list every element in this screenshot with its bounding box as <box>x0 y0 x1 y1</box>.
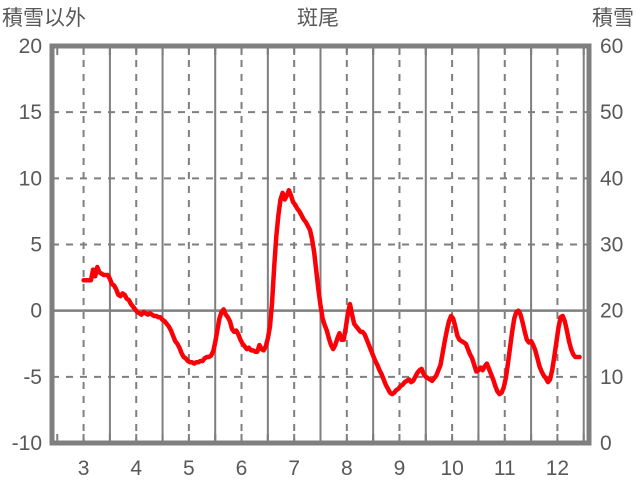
horizontal-gridlines <box>52 111 589 378</box>
x-axis-tick-label: 7 <box>288 457 300 480</box>
y-axis-tick-label: -10 <box>12 432 42 455</box>
x-axis-tick-labels: 3 4 5 6 7 8 9 10 11 12 <box>78 457 569 480</box>
y-axis-tick-label: 10 <box>19 167 42 190</box>
right-axis-tick-labels: 0 10 20 30 40 50 60 <box>600 35 623 455</box>
y2-axis-tick-label: 20 <box>600 300 623 323</box>
x-axis-tick-label: 11 <box>494 457 516 480</box>
y-axis-tick-label: 5 <box>30 234 42 257</box>
x-axis-tick-label: 9 <box>394 457 406 480</box>
x-axis-tick-label: 12 <box>546 457 569 480</box>
x-axis-tick-label: 4 <box>130 457 142 480</box>
y2-axis-tick-label: 0 <box>600 432 612 455</box>
left-axis-title: 積雪以外 <box>2 7 86 30</box>
chart-title: 斑尾 <box>297 7 339 30</box>
x-axis-tick-label: 6 <box>236 457 248 480</box>
right-axis-title: 積雪 <box>592 7 634 30</box>
y-axis-tick-label: 15 <box>19 101 42 124</box>
y-axis-tick-label: -5 <box>23 366 42 389</box>
y2-axis-tick-label: 40 <box>600 167 623 190</box>
y2-axis-tick-label: 30 <box>600 234 623 257</box>
x-axis-tick-label: 5 <box>183 457 195 480</box>
x-axis-tick-label: 3 <box>78 457 90 480</box>
axis-tick-marks <box>56 46 585 443</box>
x-axis-tick-label: 8 <box>341 457 353 480</box>
y-axis-tick-label: 0 <box>30 300 42 323</box>
y2-axis-tick-label: 60 <box>600 35 623 58</box>
y2-axis-tick-label: 10 <box>600 366 623 389</box>
data-series-line <box>81 187 582 397</box>
y2-axis-tick-label: 50 <box>600 101 623 124</box>
left-axis-tick-labels: -10 -5 0 5 10 15 20 <box>12 35 42 455</box>
x-axis-tick-label: 10 <box>440 457 463 480</box>
y-axis-tick-label: 20 <box>19 35 42 58</box>
